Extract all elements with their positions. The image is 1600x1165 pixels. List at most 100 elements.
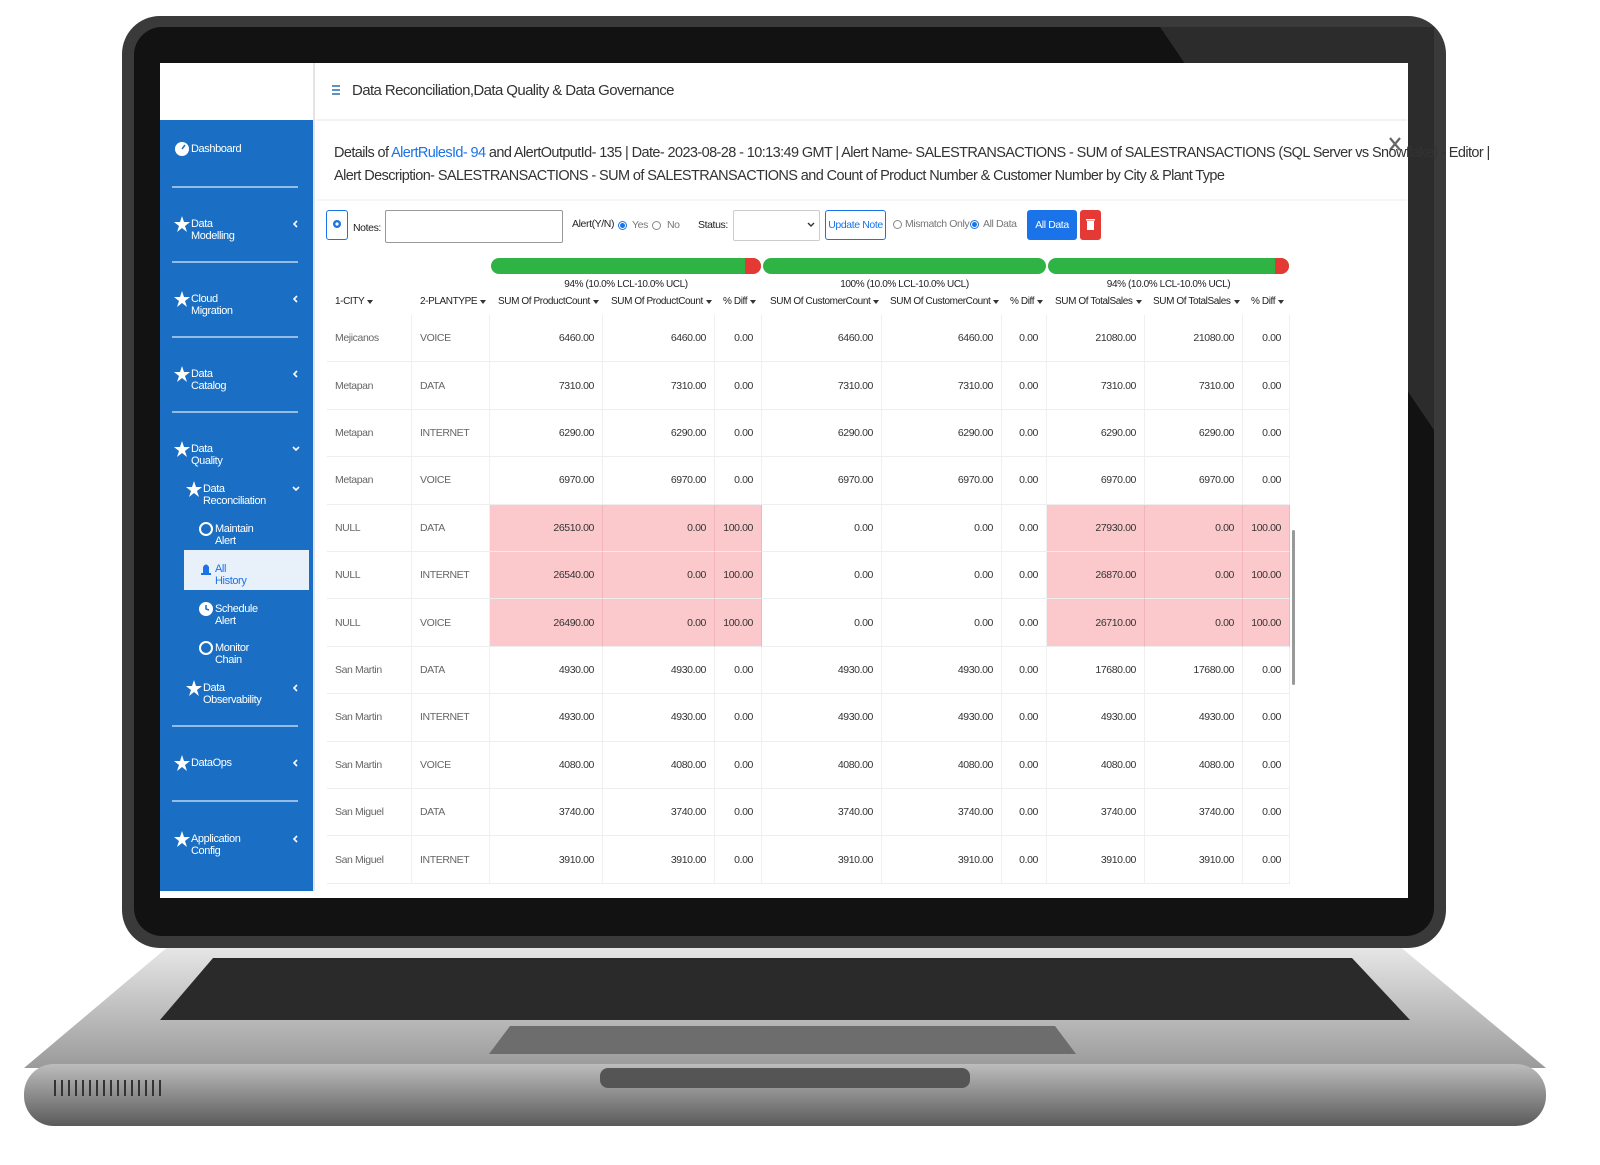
menu-icon: [199, 641, 213, 655]
table-cell: 0.00: [715, 836, 762, 884]
table-cell: 0.00: [762, 599, 882, 647]
table-cell: 100.00: [715, 552, 762, 600]
column-header[interactable]: SUM Of ProductCount: [490, 296, 603, 307]
column-header[interactable]: SUM Of CustomerCount: [882, 296, 1002, 307]
table-cell: 0.00: [1002, 409, 1047, 458]
table-cell: 4080.00: [490, 741, 603, 789]
menu-chevron: [292, 835, 298, 843]
update-note-button[interactable]: Update Note: [825, 210, 886, 240]
table-cell: 0.00: [715, 362, 762, 410]
table-cell: 0.00: [1002, 789, 1047, 837]
table-cell: 0.00: [1243, 694, 1290, 742]
radio-mismatch[interactable]: [893, 220, 902, 229]
table-cell: 6970.00: [603, 457, 715, 505]
table-cell: VOICE: [412, 741, 490, 789]
status-select[interactable]: [733, 210, 820, 241]
menu-item[interactable]: All History: [215, 563, 247, 587]
status-label: Status:: [698, 219, 728, 231]
menu-item[interactable]: Cloud Migration: [191, 293, 233, 317]
menu-icon: [199, 522, 213, 536]
table-cell: San Miguel: [327, 836, 412, 884]
menu-item[interactable]: Application Config: [191, 833, 241, 857]
menu-chevron: [292, 295, 298, 303]
menu-item[interactable]: Dashboard: [191, 143, 242, 155]
radio-all[interactable]: [970, 220, 979, 229]
alert-label: Alert(Y/N): [572, 218, 615, 230]
menu-item[interactable]: Data Quality: [191, 443, 223, 467]
sort-icon: [705, 300, 712, 304]
column-header-text: SUM Of ProductCount: [611, 296, 703, 307]
notes-label: Notes:: [353, 222, 381, 234]
table-cell: 0.00: [1002, 599, 1047, 647]
table-cell: 0.00: [715, 409, 762, 458]
menu-item[interactable]: Data Modelling: [191, 218, 235, 242]
group-header: 94% (10.0% LCL-10.0% UCL): [564, 279, 688, 290]
radio-no[interactable]: [652, 221, 661, 230]
menu-item[interactable]: Monitor Chain: [215, 642, 249, 666]
column-header[interactable]: SUM Of ProductCount: [603, 296, 715, 307]
menu-item[interactable]: Schedule Alert: [215, 603, 258, 627]
menu-icon: [186, 481, 202, 497]
gear-icon: [333, 220, 341, 228]
table-cell: 6290.00: [762, 409, 882, 458]
column-header[interactable]: SUM Of TotalSales: [1047, 296, 1145, 307]
menu-item[interactable]: Data Reconciliation: [203, 483, 266, 507]
notes-input[interactable]: [385, 210, 563, 243]
column-header[interactable]: % Diff: [1002, 296, 1047, 307]
table-cell: 6970.00: [490, 457, 603, 505]
table-cell: 100.00: [1243, 552, 1290, 600]
all-data-button[interactable]: All Data: [1027, 210, 1077, 240]
sort-icon: [1278, 300, 1285, 304]
menu-icon: [186, 680, 202, 696]
column-header[interactable]: SUM Of CustomerCount: [762, 296, 882, 307]
menu-icon: [174, 831, 190, 847]
table-cell: 0.00: [1243, 741, 1290, 789]
settings-button[interactable]: [326, 210, 348, 240]
menu-item[interactable]: DataOps: [191, 757, 232, 769]
column-header-text: % Diff: [1010, 296, 1035, 307]
table-cell: 26510.00: [490, 504, 603, 552]
radio-yes[interactable]: [618, 221, 627, 230]
table-cell: 0.00: [1002, 552, 1047, 600]
sort-icon: [1233, 300, 1240, 304]
yes-label: Yes: [632, 219, 648, 231]
table-cell: 4930.00: [1145, 694, 1243, 742]
table-cell: Metapan: [327, 409, 412, 458]
table-cell: 4080.00: [762, 741, 882, 789]
table-cell: 100.00: [1243, 599, 1290, 647]
menu-icon: [174, 755, 190, 771]
table-cell: DATA: [412, 646, 490, 695]
details-description: Alert Description- SALESTRANSACTIONS - S…: [334, 168, 1225, 184]
table-cell: 27930.00: [1047, 504, 1145, 552]
rule-link[interactable]: AlertRulesId- 94: [391, 145, 486, 161]
delete-button[interactable]: [1080, 210, 1101, 240]
sort-icon: [367, 300, 374, 304]
menu-item[interactable]: Data Catalog: [191, 368, 227, 392]
table-cell: 0.00: [1002, 646, 1047, 695]
menu-chevron: [292, 446, 300, 452]
table-cell: 26710.00: [1047, 599, 1145, 647]
table-cell: NULL: [327, 504, 412, 552]
menu-item[interactable]: Data Observability: [203, 682, 262, 706]
menu-chevron: [292, 370, 298, 378]
column-header-text: SUM Of CustomerCount: [770, 296, 871, 307]
column-header[interactable]: % Diff: [715, 296, 762, 307]
table-cell: 0.00: [1002, 362, 1047, 410]
table-cell: San Martin: [327, 694, 412, 742]
table-cell: 3910.00: [1145, 836, 1243, 884]
table-cell: 0.00: [715, 646, 762, 695]
table-cell: 7310.00: [1145, 362, 1243, 410]
details-line: Details of AlertRulesId- 94 and AlertOut…: [334, 145, 1490, 161]
table-cell: INTERNET: [412, 409, 490, 458]
table-cell: 0.00: [1002, 836, 1047, 884]
table-cell: San Martin: [327, 741, 412, 789]
column-header[interactable]: % Diff: [1243, 296, 1290, 307]
table-cell: 3910.00: [603, 836, 715, 884]
column-header[interactable]: SUM Of TotalSales: [1145, 296, 1243, 307]
column-header[interactable]: 2-PLANTYPE: [412, 296, 490, 307]
menu-item[interactable]: Maintain Alert: [215, 523, 254, 547]
column-header[interactable]: 1-CITY: [327, 296, 412, 307]
menu-chevron: [292, 684, 298, 692]
all-data-label: All Data: [983, 218, 1017, 230]
